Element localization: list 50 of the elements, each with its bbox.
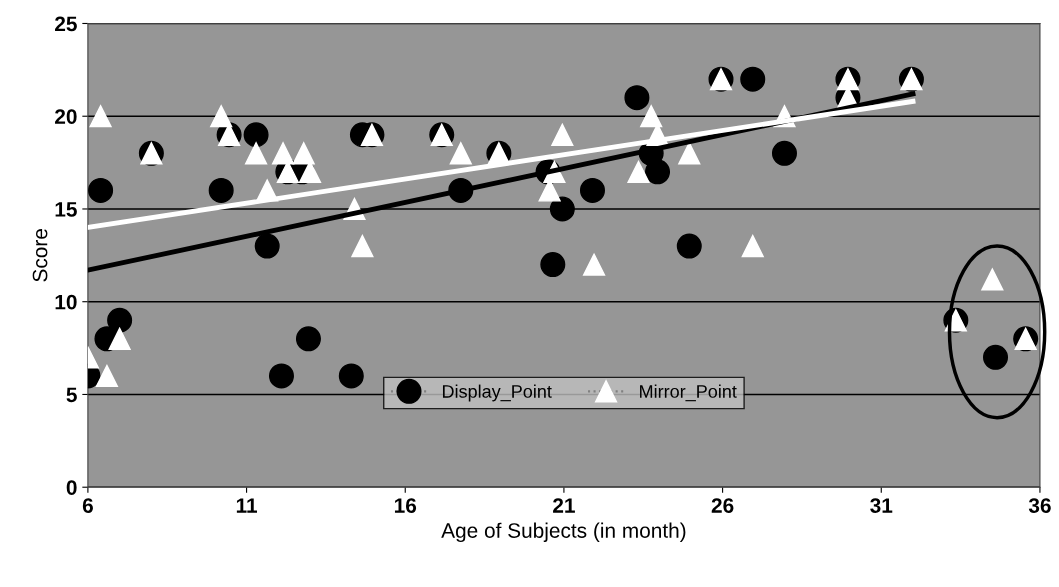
- y-tick-label: 0: [66, 480, 77, 495]
- point: [678, 142, 701, 165]
- x-tick-label: 11: [236, 498, 257, 513]
- point: [108, 327, 131, 350]
- point: [107, 307, 133, 333]
- point: [244, 142, 268, 165]
- legend-label: Display_Point: [442, 384, 552, 402]
- x-tick-label: 26: [711, 498, 734, 513]
- point: [540, 252, 566, 278]
- point: [268, 363, 294, 389]
- x-tick-label: 16: [394, 498, 417, 513]
- y-tick-label: 5: [66, 387, 77, 403]
- point: [338, 363, 364, 389]
- point: [292, 142, 315, 165]
- y-tick-label: 10: [55, 294, 77, 310]
- point: [208, 177, 234, 203]
- point: [640, 105, 663, 128]
- point: [741, 234, 764, 258]
- point: [579, 177, 605, 203]
- point: [210, 105, 233, 128]
- point: [549, 196, 575, 222]
- x-tick-label: 36: [1028, 498, 1051, 513]
- point: [254, 233, 280, 259]
- point: [295, 326, 321, 352]
- point: [627, 160, 650, 183]
- x-axis-title: Age of Subjects (in month): [441, 522, 686, 543]
- point: [89, 105, 112, 128]
- point: [243, 122, 269, 148]
- y-tick-label: 20: [55, 109, 77, 124]
- point: [271, 142, 295, 165]
- point: [740, 66, 766, 92]
- y-axis-title: Score: [32, 229, 48, 282]
- x-tick-label: 6: [82, 498, 93, 513]
- y-tick-label: 25: [55, 16, 77, 32]
- point: [983, 344, 1009, 370]
- point: [551, 123, 574, 146]
- point: [88, 177, 114, 203]
- x-tick-label: 31: [870, 498, 893, 513]
- legend-label: Mirror_Point: [640, 384, 737, 402]
- point: [624, 85, 650, 111]
- point: [351, 234, 374, 258]
- point: [676, 233, 702, 259]
- point: [771, 140, 797, 166]
- point: [645, 159, 671, 185]
- point: [449, 142, 472, 165]
- x-tick-label: 21: [553, 498, 575, 513]
- y-tick-label: 15: [55, 202, 77, 217]
- point: [981, 268, 1004, 291]
- point: [582, 253, 606, 276]
- point: [95, 364, 119, 388]
